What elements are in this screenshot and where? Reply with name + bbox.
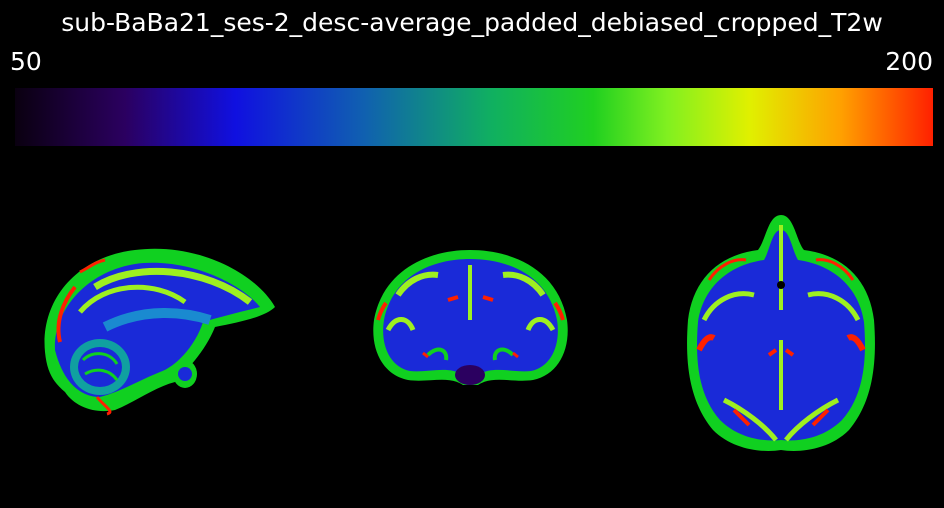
sagittal-slice [35,232,280,422]
colorbar-max-label: 200 [885,47,933,76]
colorbar [15,88,933,146]
coronal-slice [368,245,573,390]
figure-title: sub-BaBa21_ses-2_desc-average_padded_deb… [61,8,883,37]
axial-slice [684,210,878,455]
colorbar-gradient [15,88,933,146]
colorbar-min-label: 50 [10,47,42,76]
